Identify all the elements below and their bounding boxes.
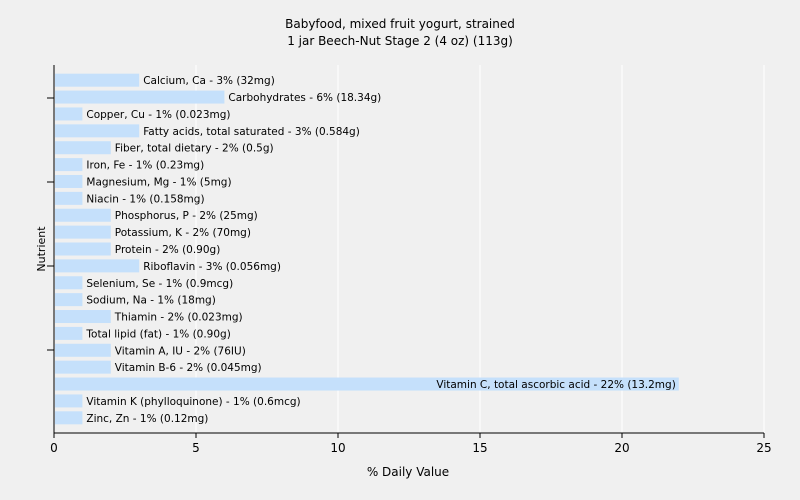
x-axis-label: % Daily Value xyxy=(367,465,449,479)
bar xyxy=(55,259,140,273)
bar xyxy=(55,343,111,357)
bar-label: Copper, Cu - 1% (0.023mg) xyxy=(86,109,230,121)
bar-label: Magnesium, Mg - 1% (5mg) xyxy=(86,176,231,188)
bars-group: Calcium, Ca - 3% (32mg) Carbohydrates - 6… xyxy=(55,73,679,425)
x-tick-label: 0 xyxy=(50,441,58,455)
bar xyxy=(55,394,83,408)
bar-label: Riboflavin - 3% (0.056mg) xyxy=(143,261,281,273)
bar-label: Sodium, Na - 1% (18mg) xyxy=(86,295,215,307)
x-tick-label: 10 xyxy=(330,441,345,455)
bar-label: Phosphorus, P - 2% (25mg) xyxy=(115,210,258,222)
bar-label: Vitamin A, IU - 2% (76IU) xyxy=(115,345,246,357)
x-tick-label: 20 xyxy=(614,441,629,455)
bar xyxy=(55,377,679,391)
bar xyxy=(55,90,225,104)
bar xyxy=(55,310,111,324)
bar-label: Selenium, Se - 1% (0.9mcg) xyxy=(86,278,233,290)
x-tick-label: 15 xyxy=(472,441,487,455)
y-axis-label: Nutrient xyxy=(35,226,48,272)
bar-label: Iron, Fe - 1% (0.23mg) xyxy=(86,160,204,172)
bar xyxy=(55,293,83,307)
x-tick-label: 25 xyxy=(756,441,771,455)
chart-subtitle: 1 jar Beech-Nut Stage 2 (4 oz) (113g) xyxy=(287,34,513,48)
bar-label: Niacin - 1% (0.158mg) xyxy=(86,193,204,205)
bar-label: Total lipid (fat) - 1% (0.90g) xyxy=(85,328,230,340)
bar xyxy=(55,73,140,87)
bar-label: Fatty acids, total saturated - 3% (0.584… xyxy=(143,126,360,138)
bar-label: Potassium, K - 2% (70mg) xyxy=(115,227,251,239)
bar xyxy=(55,174,83,188)
bar xyxy=(55,360,111,374)
bar-label: Vitamin K (phylloquinone) - 1% (0.6mcg) xyxy=(86,396,300,408)
bar-label: Thiamin - 2% (0.023mg) xyxy=(114,312,243,324)
bar xyxy=(55,124,140,138)
bar-label: Carbohydrates - 6% (18.34g) xyxy=(228,92,381,104)
bar xyxy=(55,208,111,222)
bar xyxy=(55,141,111,155)
bar-label: Vitamin B-6 - 2% (0.045mg) xyxy=(115,362,262,374)
bar xyxy=(55,225,111,239)
bar xyxy=(55,411,83,425)
bar-label: Fiber, total dietary - 2% (0.5g) xyxy=(115,143,274,155)
bar-label: Zinc, Zn - 1% (0.12mg) xyxy=(86,413,208,425)
bar-label: Vitamin C, total ascorbic acid - 22% (13… xyxy=(436,379,675,391)
axes-group: 0 5 10 15 20 25 xyxy=(47,65,772,455)
bar xyxy=(55,276,83,290)
bar xyxy=(55,326,83,340)
grid-lines xyxy=(195,65,765,433)
bar xyxy=(55,107,83,121)
bar xyxy=(55,158,83,172)
bar-label: Calcium, Ca - 3% (32mg) xyxy=(143,75,275,87)
chart-title: Babyfood, mixed fruit yogurt, strained xyxy=(285,17,515,31)
bar xyxy=(55,242,111,256)
bar-label: Protein - 2% (0.90g) xyxy=(115,244,221,256)
x-tick-label: 5 xyxy=(192,441,200,455)
bar xyxy=(55,191,83,205)
